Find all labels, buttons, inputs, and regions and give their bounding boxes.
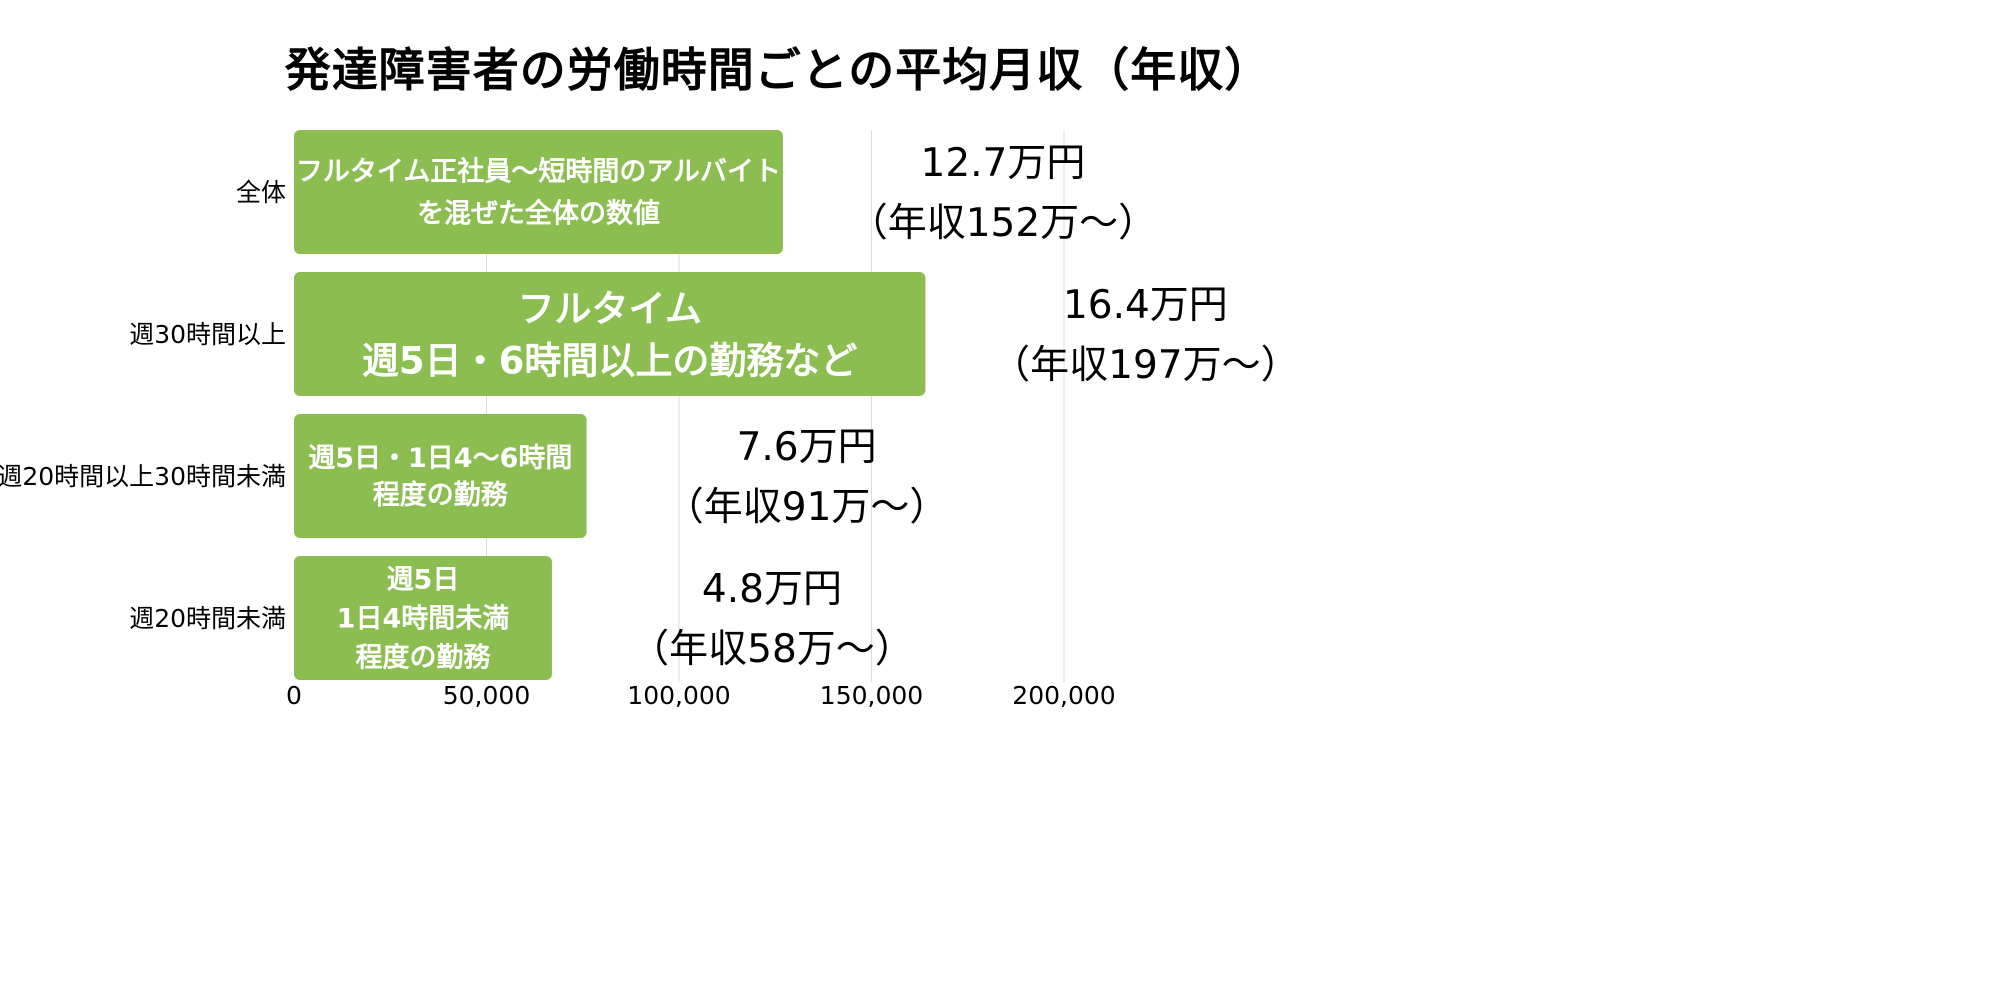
value-label: （年収58万～） (630, 627, 914, 672)
bar-label: 1日4時間未満 (337, 604, 510, 635)
bar-label: 週5日・6時間以上の勤務など (362, 339, 858, 382)
x-tick-label: 0 (286, 681, 302, 710)
value-label: 4.8万円 (702, 567, 842, 612)
value-label: 16.4万円 (1063, 283, 1228, 328)
value-label: 7.6万円 (737, 425, 877, 470)
x-tick-label: 50,000 (443, 681, 530, 710)
value-label: （年収91万～） (665, 485, 949, 530)
bar (294, 414, 587, 538)
bar-label: フルタイム正社員～短時間のアルバイト (296, 156, 781, 188)
bar (294, 556, 552, 680)
chart-title: 発達障害者の労働時間ごとの平均月収（年収） (284, 43, 1272, 97)
bar-label: を混ぜた全体の数値 (417, 198, 660, 230)
x-tick-labels: 0 50,000 100,000 150,000 200,000 (286, 681, 1116, 710)
bar (294, 272, 926, 396)
bar-label: 程度の勤務 (355, 642, 491, 674)
value-label: （年収152万～） (849, 201, 1157, 246)
x-tick-label: 150,000 (820, 681, 923, 710)
bars (294, 130, 926, 680)
bar-label: 週5日・1日4～6時間 (308, 443, 572, 474)
x-tick-label: 100,000 (627, 681, 730, 710)
bar-label: 週5日 (387, 565, 460, 596)
value-label: （年収197万～） (991, 343, 1299, 388)
bar (294, 130, 783, 254)
category-label: 全体 (236, 178, 286, 207)
bar-label: 程度の勤務 (373, 479, 509, 511)
value-label: 12.7万円 (921, 141, 1086, 186)
category-label: 週30時間以上 (129, 320, 286, 349)
value-labels: 12.7万円 （年収152万～） 16.4万円 （年収197万～） 7.6万円 （年収91… (630, 141, 1299, 672)
category-label: 週20時間未満 (129, 604, 286, 633)
bar-label: フルタイム (518, 287, 702, 330)
category-label: 週20時間以上30時間未満 (0, 462, 286, 491)
x-tick-label: 200,000 (1012, 681, 1115, 710)
bar-annotations: フルタイム正社員～短時間のアルバイトを混ぜた全体の数値フルタイム週5日・6時間以… (296, 156, 858, 674)
